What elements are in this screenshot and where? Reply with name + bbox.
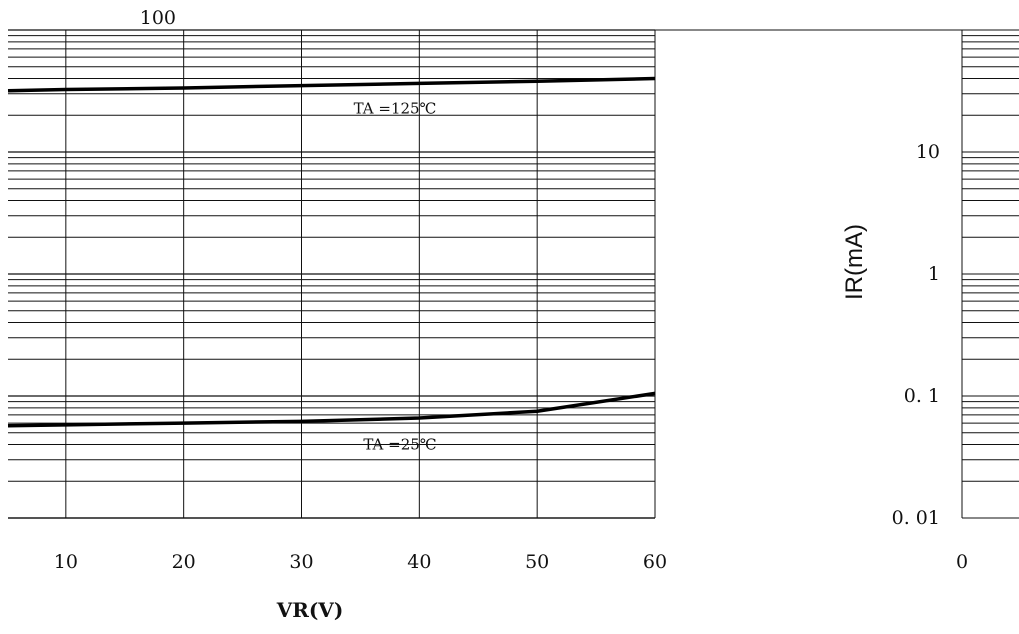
x-tick-label: 30 xyxy=(289,551,313,573)
series-label: TA =125℃ xyxy=(354,100,437,118)
series-lines xyxy=(7,76,656,428)
y-axis-title: IR(mA) xyxy=(841,224,868,300)
x-tick-label: 40 xyxy=(407,551,431,573)
series-line xyxy=(7,391,656,428)
series-labels: TA =125℃ TA =25℃ xyxy=(354,100,437,454)
x-axis-title: VR(V) xyxy=(276,598,344,622)
x-tick-label: 10 xyxy=(54,551,78,573)
y-tick-label: 1 xyxy=(928,263,940,285)
x-tick-label: 0 xyxy=(956,551,968,573)
x-tick-label: 20 xyxy=(172,551,196,573)
y-tick-label: 10 xyxy=(916,141,940,163)
tick-labels: 10 20 30 40 50 60 0 0. 01 0. 1 1 10 100 xyxy=(54,7,968,573)
y-tick-label: 0. 1 xyxy=(904,385,940,407)
y-tick-label: 100 xyxy=(140,7,176,29)
y-tick-label: 0. 01 xyxy=(892,507,940,529)
x-tick-label: 60 xyxy=(643,551,667,573)
series-label: TA =25℃ xyxy=(363,435,436,453)
x-tick-label: 50 xyxy=(525,551,549,573)
series-line xyxy=(7,76,656,93)
